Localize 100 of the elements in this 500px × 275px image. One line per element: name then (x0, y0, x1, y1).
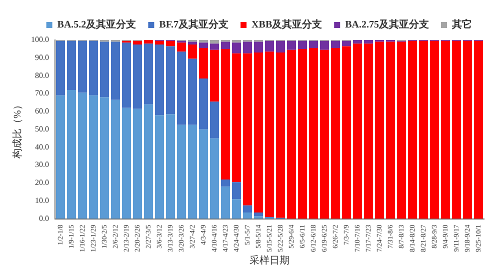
bar (352, 40, 362, 44)
bar (298, 48, 308, 219)
bar (154, 44, 164, 116)
bar (330, 48, 340, 219)
y-tick-label: 10.0 (35, 196, 49, 205)
bar (232, 53, 242, 182)
bar (396, 42, 406, 219)
bar (330, 40, 340, 48)
y-tick-label: 30.0 (35, 160, 49, 170)
bar (308, 48, 318, 219)
bar (198, 78, 208, 130)
bar (166, 40, 176, 46)
bar (144, 44, 154, 104)
y-tick-label: 60.0 (35, 106, 49, 116)
bar (232, 182, 242, 200)
bar (198, 129, 208, 219)
bar (176, 52, 186, 125)
bar (188, 42, 198, 44)
bar (462, 40, 472, 219)
y-tick-label: 20.0 (35, 178, 49, 188)
bar (254, 212, 264, 216)
bar (198, 40, 208, 43)
bar (56, 40, 66, 96)
bar (286, 50, 296, 219)
bar (210, 138, 220, 219)
legend-label: BA.2.75及其亚分支 (345, 18, 430, 31)
bar (352, 44, 362, 219)
bar (122, 108, 132, 219)
bar (242, 53, 252, 206)
bar (418, 40, 428, 219)
bar (276, 52, 286, 218)
bar (66, 40, 76, 90)
bar (264, 52, 274, 217)
bar (132, 108, 142, 219)
legend-label: XBB及其亚分支 (252, 18, 322, 31)
bar (210, 50, 220, 102)
bar (166, 114, 176, 219)
y-tick-label: 100.0 (31, 35, 49, 44)
bar (56, 95, 66, 219)
y-tick-label: 90.0 (35, 52, 49, 62)
legend-label: BA.5.2及其亚分支 (57, 18, 136, 31)
bar (144, 104, 154, 219)
bar (264, 40, 274, 52)
bar (122, 42, 132, 108)
y-tick-label: 80.0 (35, 70, 49, 80)
bar (132, 40, 142, 44)
bar (220, 179, 230, 187)
bar (220, 42, 230, 49)
bar (298, 40, 308, 49)
bar (188, 58, 198, 125)
y-tick-label: 70.0 (35, 88, 49, 98)
bar (188, 124, 198, 219)
y-tick-label: 0.0 (39, 214, 49, 223)
bar (276, 40, 286, 53)
bar (220, 186, 230, 219)
bar (364, 44, 374, 219)
bar (440, 40, 450, 219)
bar (254, 52, 264, 213)
bar (342, 46, 352, 219)
bar (154, 40, 164, 44)
bar (254, 216, 264, 219)
bar (154, 115, 164, 219)
bar (100, 42, 110, 98)
y-tick-label: 40.0 (35, 142, 49, 152)
bar (78, 40, 88, 93)
bar (232, 199, 242, 219)
bar (452, 40, 462, 219)
bar (232, 42, 242, 54)
bar (430, 40, 440, 219)
bar (88, 40, 98, 96)
bar (188, 44, 198, 59)
bar (166, 46, 176, 114)
bar (374, 42, 384, 219)
bar (364, 40, 374, 44)
bar (474, 40, 484, 219)
bar (110, 100, 120, 219)
bar (144, 40, 154, 44)
bar (210, 40, 220, 44)
bar (320, 40, 330, 50)
bar (286, 40, 296, 50)
bar (232, 40, 242, 43)
bar (176, 124, 186, 219)
x-axis-title: 采样日期 (250, 254, 290, 267)
bar (210, 44, 220, 50)
bar (78, 92, 88, 219)
y-tick-label: 50.0 (35, 124, 49, 134)
bar (110, 42, 120, 100)
bar (220, 48, 230, 180)
bar (386, 42, 396, 219)
bar (88, 95, 98, 219)
bar (198, 48, 208, 78)
y-axis-title: 构成比（%） (12, 100, 24, 160)
bar (100, 97, 110, 219)
bar (242, 212, 252, 219)
bar (198, 42, 208, 48)
bar (242, 205, 252, 213)
bar (308, 40, 318, 48)
bar (210, 102, 220, 138)
bar (342, 40, 352, 46)
bar (132, 44, 142, 109)
